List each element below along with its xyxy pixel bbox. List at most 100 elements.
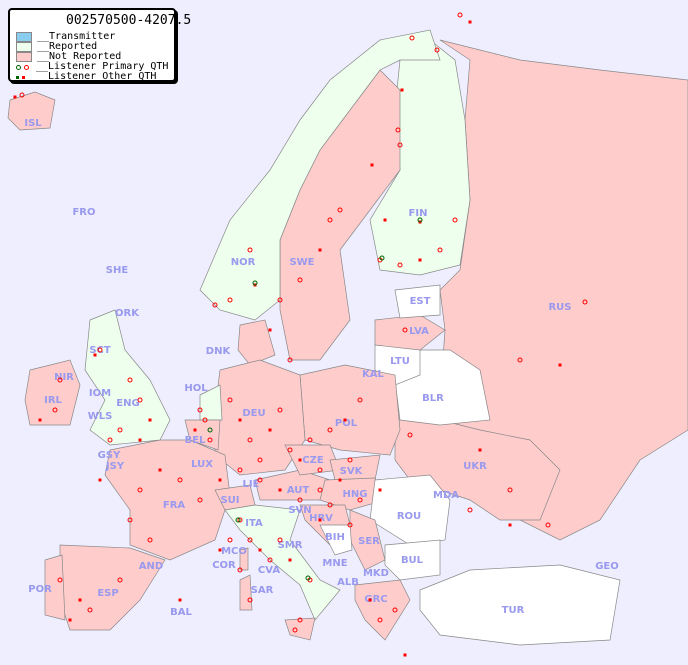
listener-primary-qth-marker (452, 217, 458, 223)
listener-other-qth-marker (318, 248, 322, 252)
country-label-hng: HNG (343, 489, 368, 500)
listener-primary-qth-marker (347, 522, 353, 528)
listener-other-qth-marker (178, 598, 182, 602)
listener-primary-qth-marker (197, 497, 203, 503)
listener-other-qth-marker (478, 448, 482, 452)
country-label-svk: SVK (340, 466, 364, 477)
legend-label: __Listener Other QTH (36, 71, 157, 82)
listener-other-qth-marker (193, 428, 197, 432)
listener-other-qth-marker (418, 258, 422, 262)
reported-swatch (16, 42, 32, 52)
country-label-por: POR (28, 584, 52, 595)
listener-primary-qth-marker (467, 507, 473, 513)
country-label-tur: TUR (502, 605, 525, 616)
listener-primary-qth-marker (247, 437, 253, 443)
country-label-cze: CZE (302, 455, 324, 466)
listener-other-qth-marker (268, 328, 272, 332)
listener-other-qth-marker (148, 418, 152, 422)
country-label-ukr: UKR (463, 461, 487, 472)
listener-primary-qth-marker (507, 487, 513, 493)
listener-primary-qth-marker (327, 502, 333, 508)
listener-primary-qth-marker-reported (235, 517, 241, 523)
listener-other-qth-marker (383, 218, 387, 222)
listener-other-qth-marker (298, 458, 302, 462)
listener-other-qth-marker (558, 363, 562, 367)
country-label-lva: LVA (409, 326, 429, 337)
country-label-isl: ISL (24, 118, 42, 129)
country-label-jsy: JSY (105, 461, 125, 472)
listener-primary-qth-marker (257, 457, 263, 463)
map-title: 002570500-4207.5 (66, 13, 192, 28)
country-label-rou: ROU (397, 511, 421, 522)
listener-other-qth-marker (338, 478, 342, 482)
listener-primary-qth-marker (287, 447, 293, 453)
listener-primary-qth-marker (402, 327, 408, 333)
country-label-bal: BAL (170, 607, 192, 618)
listener-primary-qth-marker (287, 357, 293, 363)
listener-primary-qth-marker (127, 517, 133, 523)
country-pol (299, 364, 401, 456)
listener-primary-qth-marker (409, 35, 415, 41)
country-label-fra: FRA (163, 500, 186, 511)
listener-primary-qth-marker (19, 92, 25, 98)
country-label-sct: SCT (89, 345, 111, 356)
listener-primary-qth-marker (177, 477, 183, 483)
listener-primary-qth-marker (437, 247, 443, 253)
listener-primary-qth-marker (337, 207, 343, 213)
listener-other-qth-marker (258, 548, 262, 552)
listener-primary-qth-marker (297, 497, 303, 503)
country-label-esp: ESP (97, 588, 118, 599)
country-label-svn: SVN (288, 505, 311, 516)
listener-primary-qth-marker (197, 407, 203, 413)
country-label-iom: IOM (89, 388, 111, 399)
country-label-geo: GEO (595, 561, 619, 572)
listener-primary-qth-marker (277, 407, 283, 413)
listener-primary-qth-marker (117, 427, 123, 433)
country-label-she: SHE (106, 265, 129, 276)
country-label-cva: CVA (258, 565, 280, 576)
listener-primary-qth-marker (327, 217, 333, 223)
listener-other-qth-marker (98, 478, 102, 482)
listener-primary-qth-marker (227, 537, 233, 543)
listener-primary-qth-marker (127, 377, 133, 383)
country-label-sui: SUI (220, 495, 239, 506)
country-grc (354, 579, 411, 641)
listener-other-qth-marker (93, 353, 97, 357)
country-label-nir: NIR (54, 372, 74, 383)
listener-other-qth-marker (318, 518, 322, 522)
country-label-lie: LIE (243, 479, 260, 490)
country-label-swe: SWE (289, 257, 314, 268)
country-labels: ISL FRO SHE ORK NOR SWE FIN EST LVA LTU KAL RUS DNK H… (24, 118, 618, 618)
listener-primary-qth-marker (292, 627, 298, 633)
listener-other-qth-marker (368, 598, 372, 602)
countries (7, 29, 688, 646)
listener-primary-qth-marker (52, 407, 58, 413)
listener-other-qth-marker (508, 523, 512, 527)
country-label-irl: IRL (44, 395, 62, 406)
country-label-alb: ALB (337, 577, 359, 588)
legend-reported: __Reported (16, 42, 97, 52)
country-label-mda: MDA (433, 490, 459, 501)
listener-primary-qth-marker (202, 417, 208, 423)
listener-primary-qth-marker (247, 597, 253, 603)
listener-primary-qth-marker (57, 377, 63, 383)
listener-other-qth-marker (468, 20, 472, 24)
listener-primary-qth-marker (545, 522, 551, 528)
listener-primary-qth-marker (237, 467, 243, 473)
listener-other-qth-marker (38, 418, 42, 422)
country-label-ltu: LTU (390, 356, 410, 367)
country-label-eng: ENG (116, 398, 139, 409)
listener-primary-qth-marker (267, 557, 273, 563)
listener-primary-qth-marker-reported (207, 427, 213, 433)
country-gbr (84, 309, 171, 446)
listener-primary-qth-marker (392, 607, 398, 613)
legend-label: __Reported (37, 41, 98, 52)
country-cor (239, 547, 249, 571)
country-label-fin: FIN (409, 208, 428, 219)
not-reported-swatch (16, 52, 32, 62)
country-dnk (237, 319, 276, 366)
legend-primary-qth: __Listener Primary QTH (16, 62, 168, 72)
listener-primary-qth-marker (237, 567, 243, 573)
country-label-cor: COR (212, 560, 236, 571)
country-label-gsy: GSY (98, 450, 121, 461)
